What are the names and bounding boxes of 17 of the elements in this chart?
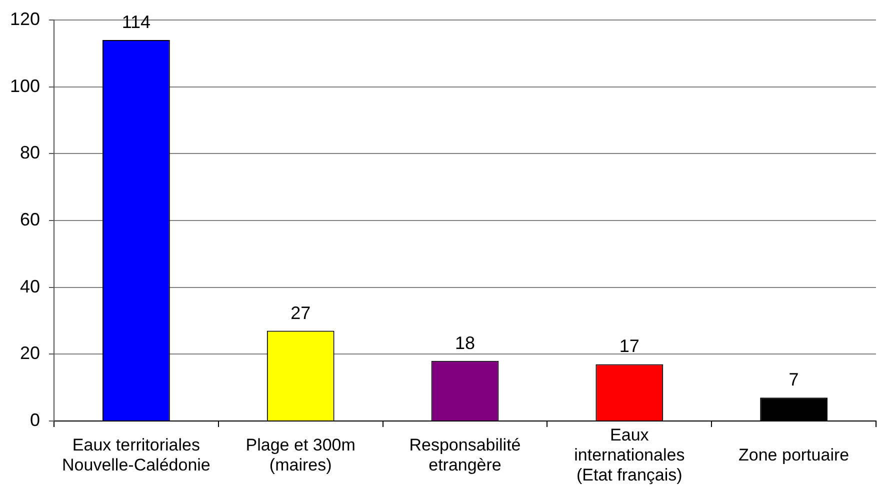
y-tick-label: 60	[20, 209, 40, 230]
data-label: 17	[619, 336, 640, 356]
x-tick-label: Eaux territoriales Nouvelle-Calédonie	[62, 436, 210, 475]
x-tick-label: Zone portuaire	[738, 446, 850, 465]
y-tick-label: 120	[10, 8, 40, 29]
y-tick-label: 80	[20, 142, 40, 163]
x-tick-label: Responsabilité etrangère	[409, 436, 521, 475]
data-label: 18	[454, 332, 476, 353]
data-label: 114	[122, 12, 151, 32]
x-tick-label: Eaux internationales (Etat français)	[574, 426, 685, 485]
y-tick-label: 40	[20, 276, 40, 296]
y-tick-label: 0	[30, 410, 40, 430]
data-label: 27	[290, 302, 311, 323]
x-tick-label: Plage et 300m (maires)	[246, 436, 356, 475]
data-label: 7	[788, 370, 799, 390]
y-tick-label: 20	[20, 343, 40, 364]
y-tick-label: 100	[10, 76, 40, 96]
